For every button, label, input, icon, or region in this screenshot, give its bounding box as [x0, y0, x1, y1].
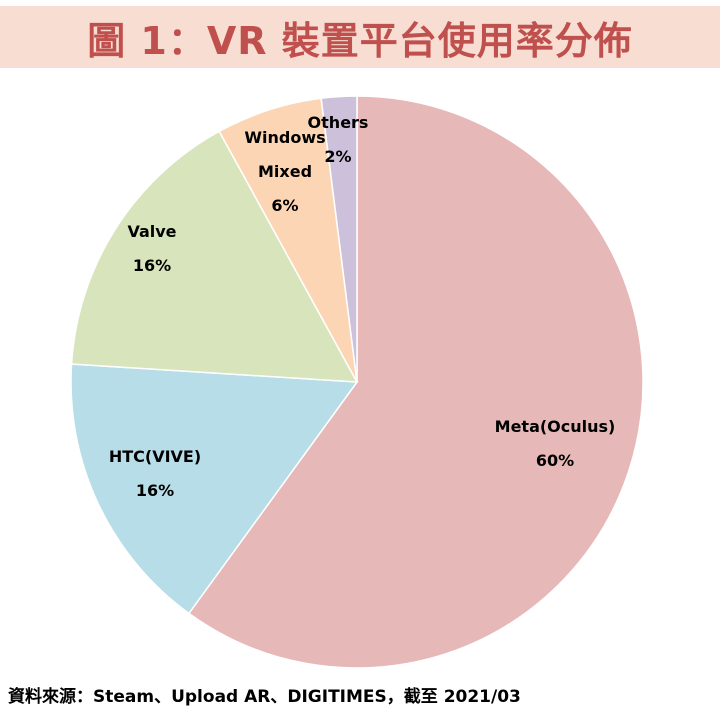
pie-slice-meta-oculus	[187, 95, 644, 669]
slice-value-meta-oculus: 60%	[536, 451, 574, 470]
slice-label-htc-vive: HTC(VIVE)	[109, 447, 201, 466]
slice-label-windows-mixed-1: Windows	[244, 128, 325, 147]
slice-label-meta-oculus: Meta(Oculus)	[495, 417, 616, 436]
source-note: 資料來源：Steam、Upload AR、DIGITIMES，截至 2021/0…	[8, 687, 521, 707]
slice-value-htc-vive: 16%	[136, 481, 174, 500]
pie-slice-htc-vive	[70, 363, 359, 615]
slice-label-others: Others	[308, 113, 369, 132]
title-banner: 圖 1：VR 裝置平台使用率分佈	[0, 6, 720, 68]
slice-value-valve: 16%	[133, 256, 171, 275]
pie-slice-others	[320, 95, 358, 383]
slice-value-others: 2%	[324, 147, 351, 166]
slice-label-valve: Valve	[127, 222, 176, 241]
slice-value-windows-mixed: 6%	[271, 196, 298, 215]
slice-label-windows-mixed-2: Mixed	[258, 162, 312, 181]
chart-title: 圖 1：VR 裝置平台使用率分佈	[87, 18, 633, 63]
pie-slice-valve	[70, 130, 359, 383]
